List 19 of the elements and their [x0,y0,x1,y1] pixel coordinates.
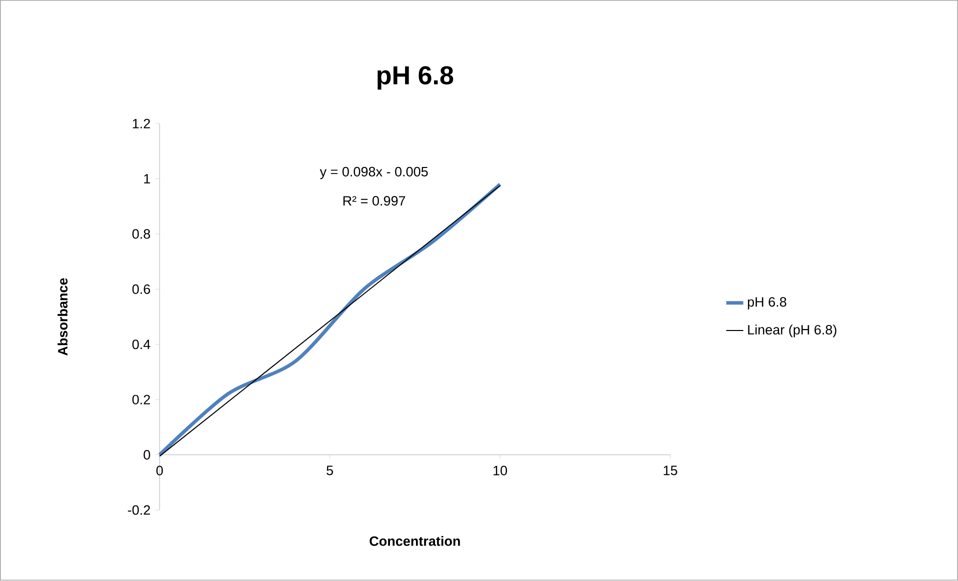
x-tick-label: 0 [156,466,163,476]
y-tick-label: 0.8 [132,229,150,239]
y-tick-label: -0.2 [128,505,150,516]
x-axis-title: Concentration [370,536,460,546]
y-tick-label: 1.2 [132,119,150,128]
y-tick-label: 0.2 [132,395,150,405]
legend-label: Linear (pH 6.8) [748,324,836,338]
x-tick-label: 15 [664,466,678,476]
y-tick-label: 0.4 [132,340,150,350]
annotation: R² = 0.997 [343,196,406,206]
x-tick-label: 5 [326,466,334,476]
legend-label: pH 6.8 [748,297,786,310]
chart-title: pH 6.8 [378,66,454,90]
y-tick-label: 1 [144,174,150,184]
y-axis-title: Absorbance [58,278,68,356]
x-tick-label: 10 [494,466,508,476]
annotation: y = 0.098x - 0.005 [320,167,428,180]
y-tick-label: 0 [144,450,150,460]
y-tick-label: 0.6 [132,284,150,294]
